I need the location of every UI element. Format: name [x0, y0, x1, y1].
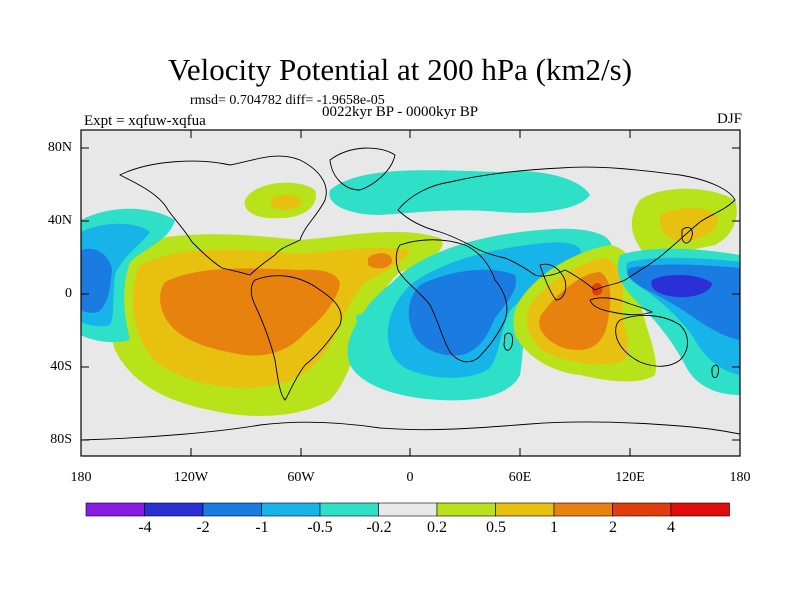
- coastline-japan: [681, 227, 693, 244]
- colorbar-box-4: [261, 502, 321, 517]
- contour-orange-americas: [160, 268, 340, 356]
- colorbar-box-10: [612, 502, 672, 517]
- colorbar-label-8: 1: [550, 519, 558, 536]
- coastline-madagascar: [503, 332, 513, 351]
- y-tick-0: 0: [65, 286, 72, 301]
- colorbar-box-2: [144, 502, 204, 517]
- colorbar-label-3: -1: [255, 519, 269, 536]
- x-tick-180e: 180: [729, 470, 751, 485]
- contour-darkblue-eastpacific: [81, 248, 112, 313]
- coastline-north-america: [118, 155, 327, 276]
- y-tick-40n: 40N: [47, 213, 72, 228]
- x-tick-60e: 60E: [508, 470, 532, 485]
- coastline-indonesia: [589, 297, 654, 316]
- season-label: DJF: [716, 111, 742, 127]
- colorbar-box-8: [495, 502, 555, 517]
- colorbar-box-9: [553, 502, 613, 517]
- coastlines: [81, 147, 740, 441]
- contour-yellow-northamerica: [270, 194, 302, 210]
- experiment-label: Expt = xqfuw-xqfua: [84, 113, 206, 129]
- colorbar-label-1: -4: [138, 519, 152, 536]
- contour-cyan-eurasia: [329, 170, 590, 215]
- colorbar-box-11: [670, 502, 730, 517]
- coastline-new-zealand: [711, 364, 719, 379]
- colorbar-label-4: -0.5: [307, 519, 333, 536]
- x-tick-120w: 120W: [173, 470, 209, 485]
- colorbar-label-9: 2: [609, 519, 617, 536]
- colorbar-box-1: [85, 502, 145, 517]
- stats-label: rmsd= 0.704782 diff= -1.9658e-05: [190, 93, 385, 108]
- y-tick-80n: 80N: [47, 140, 72, 155]
- coastline-india: [539, 263, 567, 301]
- colorbar-box-7: [436, 502, 496, 517]
- contour-fields: [81, 170, 740, 416]
- period-label: 0022kyr BP - 0000kyr BP: [322, 104, 479, 120]
- contour-darkblue-africa: [408, 269, 516, 356]
- coastline-greenland: [329, 147, 396, 191]
- colorbar-label-7: 0.5: [486, 519, 506, 536]
- colorbar: [85, 502, 730, 517]
- coastline-south-america: [250, 275, 342, 401]
- colorbar-label-10: 4: [667, 519, 675, 536]
- axis-ticks: [80, 130, 741, 456]
- contour-orange-atlantic: [368, 253, 393, 269]
- contour-yellow-nwpacific: [659, 207, 718, 242]
- x-tick-60w: 60W: [287, 470, 315, 485]
- coastline-eurasia: [397, 166, 736, 291]
- y-tick-80s: 80S: [50, 432, 72, 447]
- colorbar-label-5: -0.2: [366, 519, 392, 536]
- x-tick-180w: 180: [70, 470, 92, 485]
- colorbar-label-6: 0.2: [427, 519, 447, 536]
- coastline-antarctica: [81, 421, 740, 441]
- contour-cyan-dot: [356, 314, 364, 322]
- contour-deepblue-wpacific: [651, 274, 712, 298]
- x-tick-0: 0: [406, 470, 414, 485]
- page-title: Velocity Potential at 200 hPa (km2/s): [167, 52, 633, 87]
- coastline-africa: [395, 239, 508, 363]
- coastline-australia: [615, 315, 688, 367]
- colorbar-box-6: [378, 502, 438, 517]
- colorbar-box-5: [319, 502, 379, 517]
- x-tick-120e: 120E: [615, 470, 645, 485]
- colorbar-label-2: -2: [196, 519, 210, 536]
- colorbar-box-3: [202, 502, 262, 517]
- y-tick-40s: 40S: [50, 359, 72, 374]
